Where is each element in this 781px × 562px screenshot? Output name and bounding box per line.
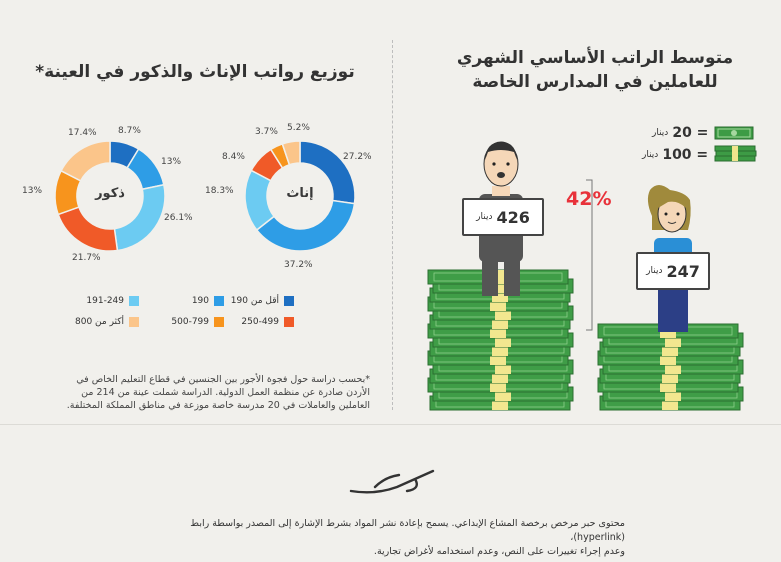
donut-charts — [54, 140, 356, 252]
salary-title-line2: للعاملين في المدارس الخاصة — [472, 72, 718, 92]
salary-illustration — [427, 141, 744, 411]
legend-item-2: 191-249 — [75, 296, 139, 306]
male-label-0: 8.7% — [118, 126, 141, 136]
male-salary-sign: 426 دينار — [462, 198, 544, 236]
male-salary-value: 426 — [496, 207, 530, 227]
panel-divider — [392, 40, 393, 410]
gap-bracket — [586, 179, 593, 331]
distribution-title: توزيع رواتب الإناث والذكور في العينة* — [35, 62, 355, 82]
legend-swatch-1 — [214, 296, 224, 306]
female-label-1: 37.2% — [284, 260, 313, 270]
legend-item-0: أقل من 190 — [230, 296, 294, 306]
license-footer: محتوى حبر مرخص برخصة المشاع الإبداعي. يس… — [150, 517, 625, 559]
legend-label-3: 250-499 — [241, 317, 279, 327]
hibr-logo — [349, 469, 435, 494]
salary-title: متوسط الراتب الأساسي الشهري للعاملين في … — [410, 46, 780, 94]
male-slice-3 — [57, 206, 119, 252]
female-slice-1 — [255, 199, 356, 252]
female-slice-5 — [281, 140, 301, 166]
legend-label-5: أكثر من 800 — [75, 317, 125, 327]
female-label-2: 18.3% — [205, 186, 234, 196]
female-label-4: 3.7% — [255, 127, 278, 137]
male-label-1: 13% — [161, 157, 182, 167]
male-label-4: 13% — [22, 186, 43, 196]
female-salary-value: 247 — [666, 261, 700, 281]
salary-title-line1: متوسط الراتب الأساسي الشهري — [456, 48, 734, 68]
legend-item-5: أكثر من 800 — [75, 317, 139, 327]
money-legend-100-unit: دينار — [642, 150, 659, 160]
legend-swatch-4 — [214, 317, 224, 327]
legend-swatch-2 — [129, 296, 139, 306]
money-legend-100-value: = 100 — [662, 147, 709, 163]
female-center-label: إناث — [286, 186, 314, 201]
legend-label-1: 190 — [191, 296, 209, 306]
female-salary-unit: دينار — [646, 266, 663, 276]
male-center-label: ذكور — [95, 186, 125, 201]
legend-item-4: 500-799 — [160, 317, 224, 327]
money-legend-100: = 100 دينار — [642, 144, 758, 166]
legend-swatch-0 — [284, 296, 294, 306]
female-label-0: 27.2% — [343, 152, 372, 162]
male-money-stack — [427, 269, 574, 411]
footer-separator — [0, 424, 781, 425]
donut-female — [244, 140, 356, 252]
female-salary-sign: 247 دينار — [636, 252, 710, 290]
legend-swatch-5 — [129, 317, 139, 327]
male-label-5: 17.4% — [68, 128, 97, 138]
male-label-2: 26.1% — [164, 213, 193, 223]
legend-label-0: أقل من 190 — [230, 296, 279, 306]
legend-label-2: 191-249 — [86, 296, 124, 306]
gap-percentage: 42% — [566, 188, 612, 210]
license-line1: محتوى حبر مرخص برخصة المشاع الإبداعي. يس… — [190, 518, 625, 543]
male-label-3: 21.7% — [72, 253, 101, 263]
legend-swatch-3 — [284, 317, 294, 327]
money-legend-20-value: = 20 — [672, 125, 709, 141]
legend-item-1: 190 — [160, 296, 224, 306]
single-banknote-icon — [714, 126, 754, 140]
donut-male — [54, 140, 166, 252]
money-legend-20: = 20 دينار — [652, 125, 754, 141]
study-note: *بحسب دراسة حول فجوة الأجور بين الجنسين … — [66, 374, 370, 411]
legend-item-3: 250-499 — [230, 317, 294, 327]
female-label-5: 5.2% — [287, 123, 310, 133]
legend-label-4: 500-799 — [171, 317, 209, 327]
male-slice-5 — [60, 140, 111, 182]
female-money-stack — [597, 323, 744, 411]
female-label-3: 8.4% — [222, 152, 245, 162]
license-line2: وعدم إجراء تغييرات على النص، وعدم استخدا… — [373, 546, 625, 557]
banknote-stack-icon — [714, 145, 757, 162]
male-salary-unit: دينار — [476, 212, 493, 222]
money-legend-20-unit: دينار — [652, 128, 669, 138]
